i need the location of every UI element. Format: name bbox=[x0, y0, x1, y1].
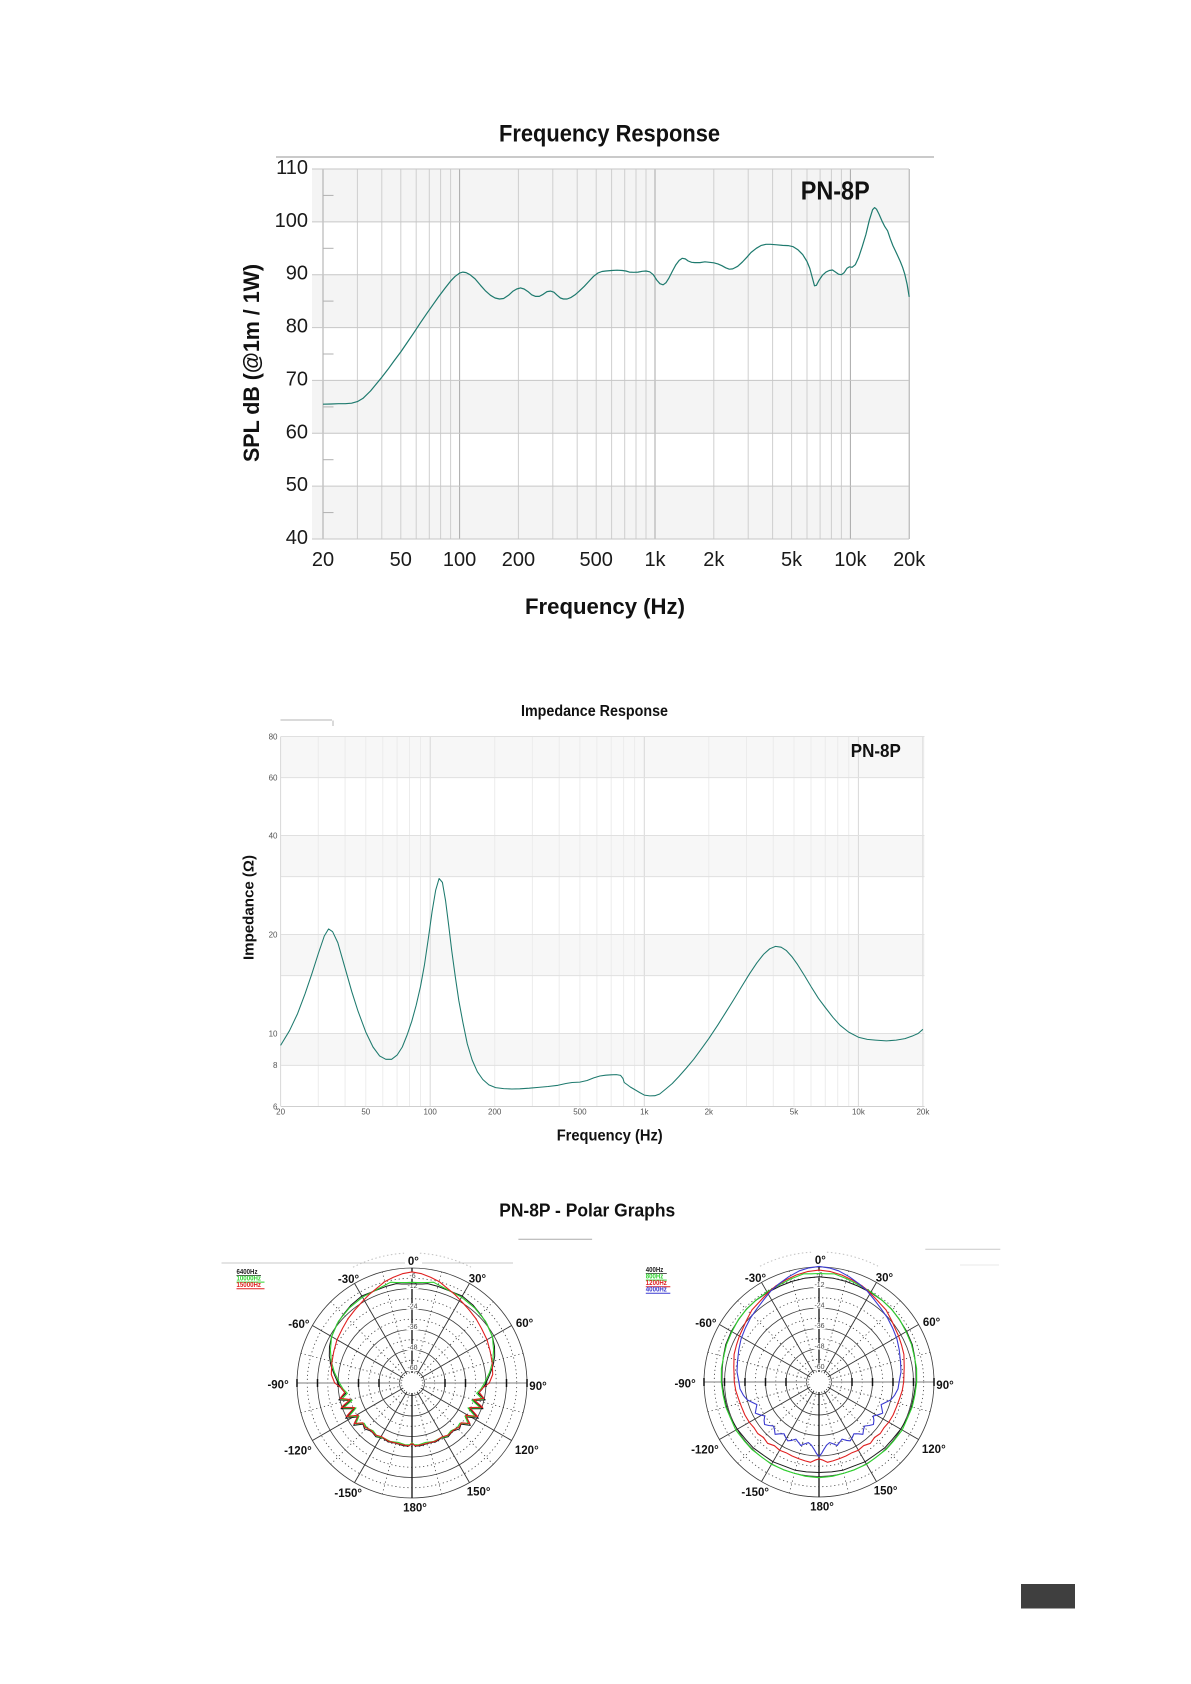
svg-text:80: 80 bbox=[269, 732, 278, 741]
svg-text:400Hz: 400Hz bbox=[646, 1267, 664, 1274]
svg-text:6400Hz: 6400Hz bbox=[237, 1269, 258, 1276]
svg-text:-60°: -60° bbox=[288, 1319, 310, 1331]
svg-text:120°: 120° bbox=[922, 1444, 946, 1456]
svg-text:60: 60 bbox=[269, 773, 278, 782]
svg-text:90°: 90° bbox=[936, 1380, 954, 1392]
svg-text:-60°: -60° bbox=[695, 1318, 717, 1330]
svg-text:80: 80 bbox=[286, 316, 308, 338]
svg-text:90: 90 bbox=[286, 263, 308, 285]
svg-text:-36: -36 bbox=[407, 1324, 417, 1331]
svg-text:-24: -24 bbox=[407, 1304, 417, 1311]
svg-text:200: 200 bbox=[502, 549, 535, 571]
svg-text:20: 20 bbox=[312, 549, 334, 571]
svg-text:-36: -36 bbox=[814, 1323, 824, 1330]
svg-text:-120°: -120° bbox=[691, 1445, 719, 1457]
svg-text:200: 200 bbox=[488, 1108, 502, 1117]
svg-text:2k: 2k bbox=[705, 1108, 714, 1117]
svg-text:-120°: -120° bbox=[284, 1446, 312, 1458]
svg-text:20: 20 bbox=[269, 930, 278, 939]
svg-text:6: 6 bbox=[273, 1102, 278, 1111]
svg-text:-48: -48 bbox=[407, 1345, 417, 1352]
svg-text:Impedance Response: Impedance Response bbox=[521, 703, 668, 720]
svg-text:50: 50 bbox=[390, 549, 412, 571]
svg-text:Frequency Response: Frequency Response bbox=[499, 121, 720, 148]
svg-text:-150°: -150° bbox=[741, 1487, 769, 1499]
svg-text:60: 60 bbox=[286, 421, 308, 443]
svg-text:50: 50 bbox=[286, 474, 308, 496]
svg-text:40: 40 bbox=[269, 831, 278, 840]
svg-text:-12: -12 bbox=[814, 1282, 824, 1289]
svg-text:-30°: -30° bbox=[745, 1273, 767, 1285]
svg-text:2k: 2k bbox=[703, 549, 725, 571]
svg-text:20: 20 bbox=[276, 1108, 285, 1117]
svg-text:10000Hz: 10000Hz bbox=[237, 1275, 262, 1282]
svg-text:500: 500 bbox=[573, 1108, 587, 1117]
svg-text:30°: 30° bbox=[876, 1272, 894, 1284]
svg-text:-60: -60 bbox=[407, 1365, 417, 1372]
svg-text:100: 100 bbox=[443, 549, 476, 571]
svg-text:-30°: -30° bbox=[338, 1274, 360, 1286]
svg-text:20k: 20k bbox=[916, 1108, 930, 1117]
svg-text:Impedance (Ω): Impedance (Ω) bbox=[241, 855, 257, 960]
svg-text:1k: 1k bbox=[644, 549, 666, 571]
svg-text:10: 10 bbox=[269, 1029, 278, 1038]
svg-text:40: 40 bbox=[286, 527, 308, 549]
svg-text:5k: 5k bbox=[781, 549, 803, 571]
svg-text:-90°: -90° bbox=[674, 1379, 696, 1391]
svg-text:Frequency (Hz): Frequency (Hz) bbox=[557, 1128, 663, 1145]
svg-text:-6: -6 bbox=[409, 1273, 415, 1280]
svg-text:0°: 0° bbox=[408, 1256, 419, 1268]
svg-text:50: 50 bbox=[361, 1108, 370, 1117]
svg-text:60°: 60° bbox=[923, 1317, 941, 1329]
svg-text:150°: 150° bbox=[874, 1485, 898, 1497]
svg-text:100: 100 bbox=[275, 210, 308, 232]
svg-text:0°: 0° bbox=[815, 1255, 826, 1267]
svg-text:-48: -48 bbox=[814, 1344, 824, 1351]
svg-text:-150°: -150° bbox=[334, 1488, 362, 1500]
svg-text:PN-8P: PN-8P bbox=[851, 741, 901, 761]
svg-text:90°: 90° bbox=[529, 1381, 547, 1393]
svg-text:1k: 1k bbox=[640, 1108, 649, 1117]
svg-text:15000Hz: 15000Hz bbox=[237, 1282, 262, 1289]
svg-text:1200Hz: 1200Hz bbox=[646, 1280, 667, 1287]
svg-text:-12: -12 bbox=[407, 1283, 417, 1290]
svg-text:110: 110 bbox=[276, 157, 308, 179]
svg-text:5k: 5k bbox=[790, 1108, 799, 1117]
svg-text:-6: -6 bbox=[816, 1272, 822, 1279]
svg-text:-24: -24 bbox=[814, 1303, 824, 1310]
svg-text:PN-8P - Polar Graphs: PN-8P - Polar Graphs bbox=[499, 1201, 675, 1221]
svg-text:PN-8P: PN-8P bbox=[801, 176, 870, 206]
svg-text:10k: 10k bbox=[852, 1108, 866, 1117]
svg-text:-90°: -90° bbox=[267, 1380, 289, 1392]
svg-text:8: 8 bbox=[273, 1061, 278, 1070]
svg-text:100: 100 bbox=[424, 1108, 438, 1117]
svg-text:30°: 30° bbox=[469, 1273, 487, 1285]
svg-text:70: 70 bbox=[286, 368, 308, 390]
svg-text:20k: 20k bbox=[893, 549, 926, 571]
svg-text:SPL dB (@1m / 1W): SPL dB (@1m / 1W) bbox=[239, 264, 264, 462]
svg-text:180°: 180° bbox=[403, 1502, 427, 1514]
svg-text:500: 500 bbox=[580, 549, 613, 571]
svg-text:60°: 60° bbox=[516, 1318, 534, 1330]
svg-text:-60: -60 bbox=[814, 1364, 824, 1371]
svg-text:120°: 120° bbox=[515, 1445, 539, 1457]
svg-text:4000Hz: 4000Hz bbox=[646, 1287, 667, 1294]
svg-text:Frequency (Hz): Frequency (Hz) bbox=[525, 594, 685, 619]
svg-text:150°: 150° bbox=[467, 1486, 491, 1498]
svg-text:800Hz: 800Hz bbox=[646, 1273, 664, 1280]
svg-text:10k: 10k bbox=[834, 549, 867, 571]
svg-text:180°: 180° bbox=[810, 1501, 834, 1513]
